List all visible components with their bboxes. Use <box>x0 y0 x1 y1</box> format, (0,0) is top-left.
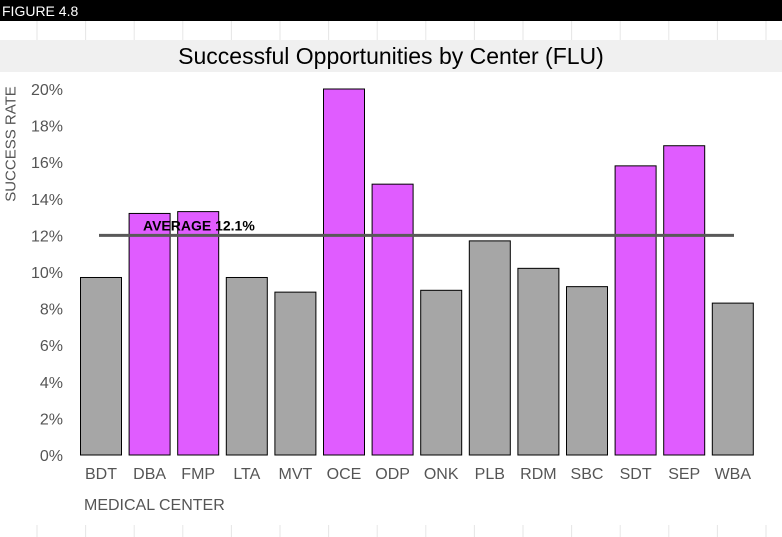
y-tick-label: 14% <box>31 192 63 209</box>
x-tick-label: DBA <box>133 466 166 483</box>
x-tick-label: BDT <box>85 466 117 483</box>
bar-dba <box>128 212 171 456</box>
bar-oce <box>323 88 365 456</box>
bar-mvt <box>274 291 317 456</box>
bar-bdt <box>80 276 122 456</box>
x-axis-label: MEDICAL CENTER <box>84 497 225 514</box>
x-tick-label: SEP <box>668 466 700 483</box>
bar-odp <box>371 183 414 456</box>
bar-onk <box>420 289 463 456</box>
y-tick-label: 8% <box>40 302 63 319</box>
x-tick-label: FMP <box>181 466 215 483</box>
chart-title: Successful Opportunities by Center (FLU) <box>178 43 604 69</box>
y-tick-label: 12% <box>31 228 63 245</box>
bar-plb <box>468 240 511 456</box>
y-tick-label: 4% <box>40 375 63 392</box>
average-label: AVERAGE 12.1% <box>143 217 255 233</box>
x-tick-label: RDM <box>520 466 556 483</box>
bar-sbc <box>566 286 608 456</box>
bar-rdm <box>517 267 560 456</box>
x-tick-label: ONK <box>424 466 459 483</box>
x-tick-label: WBA <box>715 466 752 483</box>
x-tick-label: SDT <box>620 466 652 483</box>
x-tick-label: SBC <box>571 466 604 483</box>
bar-wba <box>711 302 754 456</box>
bar-lta <box>225 276 268 456</box>
bar-fmp <box>177 211 220 456</box>
y-tick-label: 10% <box>31 265 63 282</box>
bar-sdt <box>614 165 657 456</box>
y-tick-label: 6% <box>40 338 63 355</box>
x-tick-label: MVT <box>279 466 313 483</box>
x-tick-label: OCE <box>327 466 362 483</box>
y-tick-label: 0% <box>40 448 63 465</box>
title-band <box>0 40 782 72</box>
y-tick-label: 2% <box>40 411 63 428</box>
x-tick-label: LTA <box>233 466 260 483</box>
figure-label: FIGURE 4.8 <box>0 0 782 21</box>
bar-sep <box>663 145 706 456</box>
x-tick-label: ODP <box>375 466 410 483</box>
y-tick-label: 18% <box>31 119 63 136</box>
y-tick-label: 20% <box>31 82 63 99</box>
x-tick-label: PLB <box>475 466 505 483</box>
y-tick-label: 16% <box>31 155 63 172</box>
